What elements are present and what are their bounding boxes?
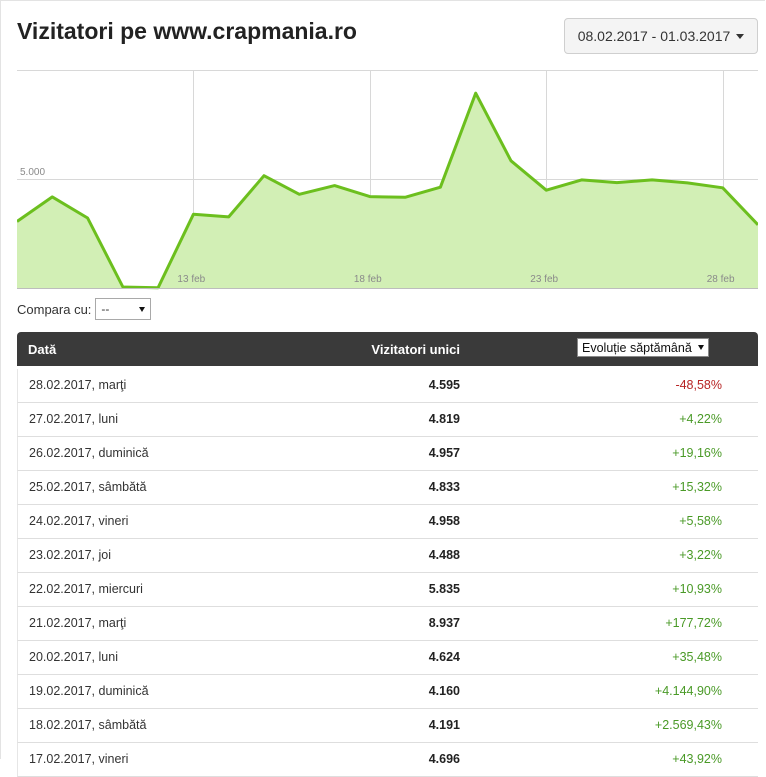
table-row: 23.02.2017, joi 4.488 +3,22% xyxy=(17,539,758,573)
row-date: 24.02.2017, vineri xyxy=(29,514,129,528)
table-row: 19.02.2017, duminică 4.160 +4.144,90% xyxy=(17,675,758,709)
y-tick-label: 5.000 xyxy=(20,167,45,178)
column-header-date[interactable]: Dată xyxy=(28,342,57,357)
row-visitors: 4.958 xyxy=(428,514,460,528)
row-date: 22.02.2017, miercuri xyxy=(29,582,143,596)
row-evolution: +3,22% xyxy=(679,548,722,562)
x-tick-label: 28 feb xyxy=(707,274,735,285)
row-visitors: 4.191 xyxy=(428,718,460,732)
row-evolution: +4,22% xyxy=(679,412,722,426)
caret-down-icon xyxy=(736,33,745,39)
table-body: 28.02.2017, marţi 4.595 -48,58% 27.02.2017,… xyxy=(17,369,758,777)
table-row: 27.02.2017, luni 4.819 +4,22% xyxy=(17,403,758,437)
row-visitors: 4.488 xyxy=(428,548,460,562)
evolution-select[interactable]: Evoluție săptămână xyxy=(577,338,709,357)
x-tick-label: 13 feb xyxy=(177,274,205,285)
row-evolution: +177,72% xyxy=(665,616,722,630)
caret-down-icon xyxy=(139,306,146,312)
row-visitors: 4.819 xyxy=(428,412,460,426)
compare-label: Compara cu: xyxy=(17,301,92,317)
row-date: 27.02.2017, luni xyxy=(29,412,118,426)
table-row: 20.02.2017, luni 4.624 +35,48% xyxy=(17,641,758,675)
table-row: 25.02.2017, sâmbătă 4.833 +15,32% xyxy=(17,471,758,505)
row-date: 17.02.2017, vineri xyxy=(29,752,129,766)
row-visitors: 4.833 xyxy=(428,480,460,494)
table-row: 22.02.2017, miercuri 5.835 +10,93% xyxy=(17,573,758,607)
compare-control: Compara cu: -- xyxy=(17,298,152,320)
row-date: 25.02.2017, sâmbătă xyxy=(29,480,147,494)
caret-down-icon xyxy=(698,345,704,350)
visitors-chart: 13 feb 18 feb 23 feb 28 feb 5.000 xyxy=(17,70,758,290)
column-header-visitors[interactable]: Vizitatori unici xyxy=(371,342,460,357)
row-evolution: +35,48% xyxy=(672,650,722,664)
row-date: 28.02.2017, marţi xyxy=(29,378,127,392)
row-visitors: 4.696 xyxy=(428,752,460,766)
table-row: 24.02.2017, vineri 4.958 +5,58% xyxy=(17,505,758,539)
date-range-label: 08.02.2017 - 01.03.2017 xyxy=(577,28,731,44)
table-row: 21.02.2017, marţi 8.937 +177,72% xyxy=(17,607,758,641)
row-evolution: +5,58% xyxy=(679,514,722,528)
x-tick-label: 23 feb xyxy=(530,274,558,285)
row-evolution: +15,32% xyxy=(672,480,722,494)
row-date: 18.02.2017, sâmbătă xyxy=(29,718,147,732)
page-frame xyxy=(0,0,765,759)
row-date: 26.02.2017, duminică xyxy=(29,446,149,460)
row-visitors: 8.937 xyxy=(428,616,460,630)
compare-selected-value: -- xyxy=(101,302,110,316)
compare-select[interactable]: -- xyxy=(95,298,152,320)
row-visitors: 5.835 xyxy=(428,582,460,596)
table-row: 28.02.2017, marţi 4.595 -48,58% xyxy=(17,369,758,403)
row-evolution: +4.144,90% xyxy=(654,684,722,698)
row-date: 19.02.2017, duminică xyxy=(29,684,149,698)
visitors-table: Dată Vizitatori unici Evoluție săptămână… xyxy=(17,332,758,777)
row-evolution: +2.569,43% xyxy=(654,718,722,732)
row-visitors: 4.160 xyxy=(428,684,460,698)
series-line xyxy=(17,91,758,290)
row-visitors: 4.595 xyxy=(428,378,460,392)
row-evolution: +19,16% xyxy=(672,446,722,460)
row-evolution: +43,92% xyxy=(672,752,722,766)
series-area xyxy=(17,93,758,288)
page-title: Vizitatori pe www.crapmania.ro xyxy=(17,18,357,44)
row-visitors: 4.624 xyxy=(428,650,460,664)
row-date: 20.02.2017, luni xyxy=(29,650,118,664)
row-evolution: +10,93% xyxy=(672,582,722,596)
table-row: 17.02.2017, vineri 4.696 +43,92% xyxy=(17,743,758,777)
x-tick-label: 18 feb xyxy=(354,274,382,285)
date-range-button[interactable]: 08.02.2017 - 01.03.2017 xyxy=(564,18,758,54)
row-date: 23.02.2017, joi xyxy=(29,548,112,562)
table-row: 18.02.2017, sâmbătă 4.191 +2.569,43% xyxy=(17,709,758,743)
row-evolution: -48,58% xyxy=(675,378,722,392)
table-header: Dată Vizitatori unici Evoluție săptămână xyxy=(17,332,758,366)
evolution-select-label: Evoluție săptămână xyxy=(582,340,692,355)
row-date: 21.02.2017, marţi xyxy=(29,616,127,630)
row-visitors: 4.957 xyxy=(428,446,460,460)
table-row: 26.02.2017, duminică 4.957 +19,16% xyxy=(17,437,758,471)
